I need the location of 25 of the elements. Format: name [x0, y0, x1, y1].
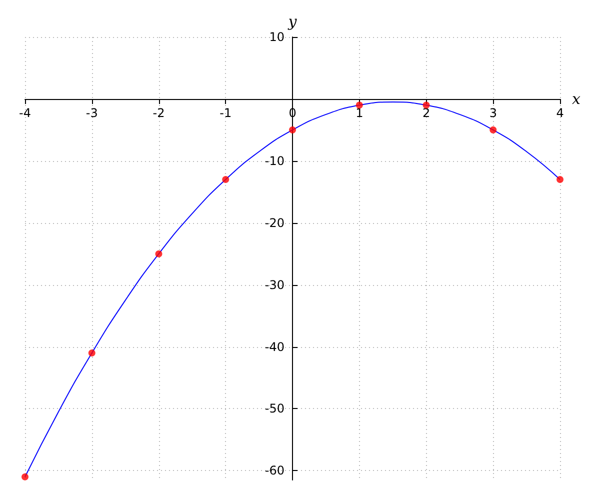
point — [22, 473, 28, 480]
x-axis-title: x — [572, 90, 581, 108]
y-tick-label: -10 — [264, 154, 284, 168]
point — [222, 176, 230, 183]
y-axis-title: y — [287, 12, 298, 30]
x-tick-label: -1 — [220, 106, 232, 120]
point — [289, 126, 296, 134]
point — [556, 176, 564, 183]
y-tick-label: -50 — [264, 402, 284, 416]
y-tick-label: 10 — [269, 30, 284, 44]
point — [88, 349, 96, 356]
point — [490, 126, 497, 134]
x-tick-label: 2 — [422, 106, 430, 120]
y-tick-label: -60 — [264, 464, 284, 478]
y-tick-label: -40 — [264, 340, 284, 354]
x-tick-label: 1 — [356, 106, 364, 120]
x-tick-label: -4 — [19, 106, 31, 120]
x-tick-label: 3 — [489, 106, 497, 120]
x-tick-label: 4 — [556, 106, 564, 120]
x-tick-label: -3 — [86, 106, 98, 120]
point — [155, 250, 162, 258]
y-tick-label: -30 — [264, 278, 284, 292]
point — [356, 102, 363, 109]
x-tick-label: -2 — [152, 106, 165, 120]
y-tick-label: -20 — [264, 216, 284, 230]
